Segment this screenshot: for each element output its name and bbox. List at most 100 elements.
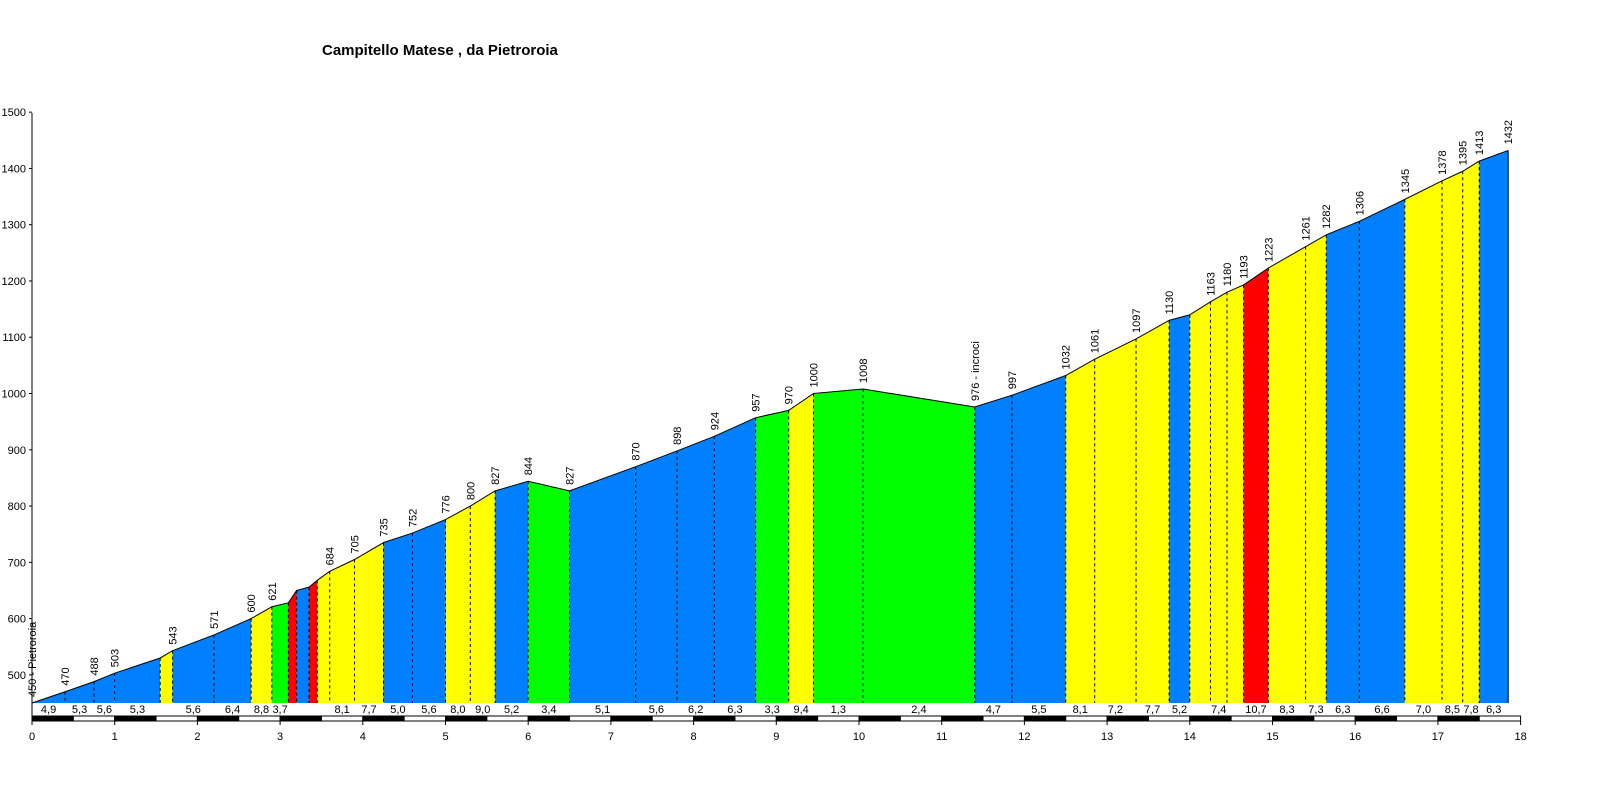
segment-fill: [1094, 338, 1137, 703]
altitude-label: 543: [168, 626, 180, 644]
altitude-label: 735: [378, 518, 390, 536]
scale-bar-cell: [858, 715, 901, 722]
scale-bar-cell: [1354, 715, 1398, 722]
grade-label: 8,1: [334, 704, 349, 716]
altitude-label: 752: [407, 509, 419, 527]
segment-fill: [1359, 199, 1405, 704]
segment-fill: [528, 481, 570, 703]
segment-dividers: [64, 161, 1480, 703]
segment-fill: [296, 587, 310, 703]
segment-fill: [677, 436, 715, 703]
grade-label: 7,4: [1211, 704, 1226, 716]
scale-bar-cell: [817, 715, 860, 722]
segment-fill: [1136, 320, 1170, 703]
scale-bar-cell: [941, 715, 984, 722]
altitude-label: 1032: [1061, 345, 1073, 369]
segment-fill: [271, 602, 289, 703]
altitude-label: 844: [523, 457, 535, 475]
x-tick-label: 13: [1101, 731, 1113, 743]
grade-label: 7,7: [1145, 704, 1160, 716]
scale-bar-cell: [899, 715, 943, 722]
grade-label: 5,6: [186, 704, 201, 716]
altitude-label: 1180: [1222, 263, 1234, 287]
altitude-label: 1413: [1474, 131, 1486, 155]
y-tick-label: 1400: [2, 163, 26, 175]
grade-labels: 4,9 5,3 5,6 5,3 5,6 6,4 8,8 3,7 8,1 7,7 5,0 5,6 8,0 9…: [41, 704, 1501, 716]
segment-fill: [635, 450, 678, 703]
x-tick-label: 17: [1432, 731, 1444, 743]
segment-fill: [569, 466, 636, 703]
scale-bar-cell: [238, 715, 281, 722]
scale-bar-cell: [569, 715, 612, 722]
altitude-label: 827: [490, 467, 502, 485]
altitude-label: 800: [465, 482, 477, 500]
altitude-label: 488: [89, 657, 101, 675]
altitude-label: 621: [267, 582, 279, 600]
grade-label: 2,4: [911, 704, 926, 716]
scale-bar-cell: [1230, 715, 1274, 722]
altitude-label: 571: [209, 611, 221, 629]
segment-fill: [1065, 359, 1095, 703]
chart-title: Campitello Matese , da Pietroroia: [322, 42, 559, 59]
segment-fill: [1404, 180, 1443, 704]
segment-fill: [383, 533, 413, 703]
segment-fill: [94, 673, 115, 703]
altitude-label: 997: [1007, 371, 1019, 389]
grade-label: 9,0: [475, 704, 490, 716]
segment-fill: [251, 606, 272, 703]
segment-fill: [470, 490, 496, 703]
x-tick-label: 3: [277, 731, 283, 743]
altitude-label: 976 - incroci: [970, 341, 982, 401]
segment-fill: [495, 481, 529, 703]
segment-fills: [32, 150, 1509, 704]
segment-fill: [213, 618, 252, 703]
segment-fill: [114, 657, 161, 703]
altitude-label: 924: [709, 412, 721, 430]
scale-bar-cell: [1106, 715, 1149, 722]
scale-bar-cell: [445, 715, 488, 722]
scale-bar-cell: [651, 715, 695, 722]
grade-label: 7,3: [1308, 704, 1323, 716]
grade-label: 3,3: [765, 704, 780, 716]
x-tick-label: 6: [525, 731, 531, 743]
grade-label: 7,0: [1416, 704, 1431, 716]
segment-fill: [354, 542, 384, 703]
segment-fill: [288, 590, 297, 703]
scale-bar-cell: [1023, 715, 1067, 722]
grade-label: 5,2: [504, 704, 519, 716]
segment-fill: [1268, 246, 1306, 703]
scale-bar-cell: [1147, 715, 1191, 722]
grade-label: 5,3: [72, 704, 87, 716]
altitude-label: 1008: [858, 359, 870, 383]
segment-fill: [1305, 234, 1327, 703]
grade-label: 3,4: [541, 704, 556, 716]
x-tick-label: 12: [1018, 731, 1030, 743]
x-tick-label: 11: [936, 731, 947, 743]
altitude-label: 1130: [1164, 291, 1176, 315]
scale-bar-cell: [1065, 715, 1108, 722]
segment-fill: [65, 681, 95, 703]
altitude-label: 470: [60, 667, 72, 685]
y-tick-label: 900: [8, 445, 26, 457]
scale-bar-cell: [693, 715, 736, 722]
segment-fill: [445, 506, 471, 703]
segment-fill: [1462, 161, 1480, 704]
altitude-label: 1000: [809, 363, 821, 387]
grade-label: 6,3: [727, 704, 742, 716]
segment-fill: [863, 389, 975, 703]
altitude-label: 827: [565, 467, 577, 485]
segment-fill: [755, 410, 789, 703]
scale-bar-cell: [1437, 715, 1480, 722]
altitude-label: 970: [784, 386, 796, 404]
x-tick-label: 1: [112, 731, 118, 743]
y-tick-label: 1100: [2, 332, 26, 344]
grade-label: 5,1: [595, 704, 610, 716]
grade-label: 8,3: [1279, 704, 1294, 716]
x-tick-label: 15: [1266, 731, 1278, 743]
scale-bar-cell: [1478, 715, 1522, 722]
altitude-label: 1345: [1400, 169, 1412, 193]
x-tick-label: 9: [773, 731, 779, 743]
y-tick-label: 500: [8, 670, 26, 682]
altitude-label: 1432: [1503, 120, 1515, 144]
y-tick-label: 700: [8, 557, 26, 569]
